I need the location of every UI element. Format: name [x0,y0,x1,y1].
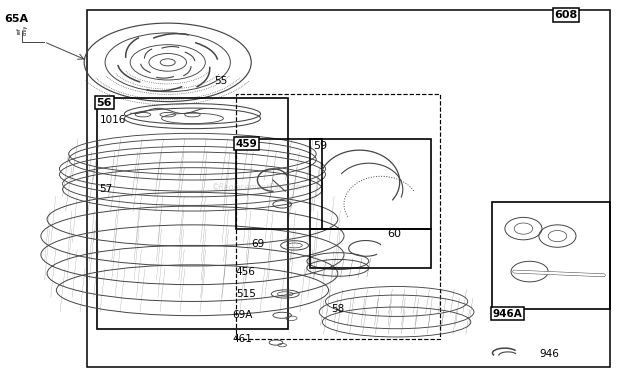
Text: 69: 69 [251,238,265,249]
Text: ref
only: ref only [17,25,28,35]
Text: 65A: 65A [4,14,28,24]
Text: 56: 56 [97,98,112,108]
Text: 58: 58 [332,304,345,314]
Text: 1016: 1016 [100,115,126,125]
Text: 459: 459 [236,139,257,149]
Text: 946A: 946A [492,309,522,318]
Text: 515: 515 [236,289,255,299]
Text: 69A: 69A [232,309,253,320]
Text: 456: 456 [236,267,255,277]
Text: 608: 608 [554,10,578,20]
Text: 60: 60 [388,229,401,238]
Text: 59: 59 [313,141,327,151]
Text: ©ReplacementParts.com: ©ReplacementParts.com [213,183,309,192]
Text: 946: 946 [539,349,559,359]
Text: 55: 55 [214,76,228,86]
Text: 461: 461 [232,334,252,344]
Text: 57: 57 [100,184,113,194]
